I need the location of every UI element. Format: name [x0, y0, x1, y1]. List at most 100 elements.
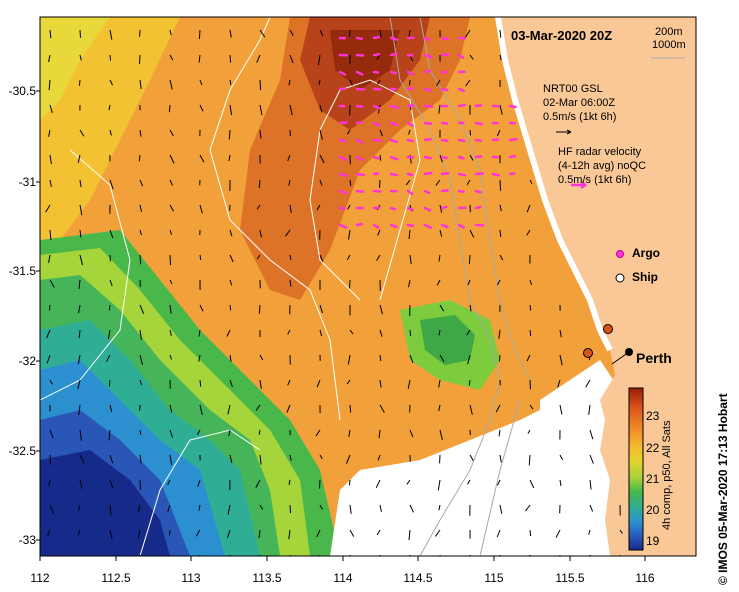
current-vector — [169, 204, 174, 212]
current-vector — [139, 329, 142, 340]
current-vector — [48, 254, 51, 263]
hf-vector — [491, 172, 501, 177]
current-vector — [408, 129, 411, 135]
current-vector — [557, 379, 561, 388]
current-vector — [289, 504, 291, 514]
current-vector — [226, 529, 231, 538]
current-vector — [109, 479, 114, 489]
hf-vector — [440, 189, 449, 193]
current-vector — [229, 279, 233, 286]
current-vector — [286, 404, 291, 413]
hf-vector — [457, 138, 466, 143]
scale-label-1000m: 1000m — [652, 39, 686, 51]
current-vector — [409, 429, 414, 438]
current-vector — [229, 54, 232, 63]
current-vector — [315, 429, 321, 437]
current-vector — [525, 504, 531, 512]
current-vector — [78, 404, 81, 416]
current-vector — [226, 329, 231, 337]
current-vector — [49, 154, 52, 165]
current-vector — [108, 379, 111, 387]
current-vector — [109, 29, 113, 40]
hf-vector — [389, 104, 400, 110]
argo-icon — [616, 250, 624, 258]
current-vector — [289, 204, 292, 213]
current-vector — [79, 29, 81, 38]
hf-vector — [457, 223, 465, 229]
current-vector — [137, 529, 141, 539]
hf-vector — [457, 155, 465, 160]
current-vector — [79, 129, 85, 137]
current-vector — [439, 304, 445, 312]
hf-vector — [474, 104, 483, 108]
current-vector — [199, 204, 203, 214]
current-vector — [529, 179, 533, 185]
current-vector — [46, 329, 51, 339]
deep-blue-region — [40, 450, 170, 556]
y-tick-label: -32.5 — [9, 444, 37, 458]
current-vector — [197, 479, 201, 487]
argo-label: Argo — [632, 246, 660, 260]
hf-vector — [423, 104, 434, 109]
current-vector — [319, 304, 323, 314]
hf-vector — [508, 172, 516, 176]
nrt-line3: 0.5m/s (1kt 6h) — [543, 111, 617, 123]
current-vector — [439, 229, 443, 237]
current-vector — [408, 279, 411, 288]
current-vector — [589, 504, 594, 512]
current-vector — [349, 179, 352, 187]
hf-vector — [474, 172, 485, 176]
current-vector — [169, 154, 175, 164]
current-vector — [496, 129, 501, 137]
land-mass — [498, 17, 696, 556]
current-vector — [588, 404, 591, 415]
current-vector — [585, 379, 591, 388]
current-vector — [379, 504, 382, 512]
hf-vector — [423, 53, 433, 59]
current-vector — [227, 504, 231, 515]
plot-frame — [39, 16, 697, 557]
x-tick-label: 113.5 — [252, 571, 281, 585]
current-vector — [169, 404, 173, 413]
current-vector — [49, 379, 53, 385]
current-vector — [139, 79, 142, 90]
hf-vector — [508, 104, 517, 109]
current-vector — [469, 304, 472, 312]
current-vector — [438, 404, 441, 412]
hf-vector — [389, 121, 399, 127]
current-vector — [319, 129, 323, 140]
current-vector — [109, 54, 111, 61]
current-vector — [229, 354, 232, 362]
hf-vector — [389, 138, 399, 144]
current-vector — [168, 104, 171, 113]
hf-vector — [440, 121, 449, 125]
current-vector — [469, 229, 475, 238]
current-vector — [139, 129, 142, 137]
current-vector — [259, 29, 266, 38]
current-vector — [49, 104, 53, 114]
current-vector — [379, 154, 382, 161]
current-vector — [199, 79, 203, 86]
current-vector — [408, 29, 411, 37]
current-vector — [348, 429, 351, 437]
current-vector — [139, 304, 145, 314]
current-vector — [258, 179, 261, 189]
current-vector — [258, 529, 261, 539]
current-vector — [498, 429, 501, 437]
current-vector — [258, 429, 261, 435]
current-vector — [169, 29, 172, 36]
current-vector — [499, 454, 502, 463]
current-vector — [139, 229, 142, 236]
current-vector — [259, 504, 264, 510]
current-vector — [49, 454, 51, 465]
current-vector — [529, 404, 534, 410]
current-vector — [109, 404, 113, 413]
hf-vector — [389, 223, 398, 229]
hf-radar-vectors — [338, 35, 518, 229]
current-vector — [199, 404, 203, 416]
current-vector — [196, 429, 201, 435]
current-vector — [169, 279, 173, 284]
x-tick-label: 116 — [635, 571, 654, 585]
hf-vector — [440, 172, 450, 176]
x-tick-label: 113 — [181, 571, 200, 585]
